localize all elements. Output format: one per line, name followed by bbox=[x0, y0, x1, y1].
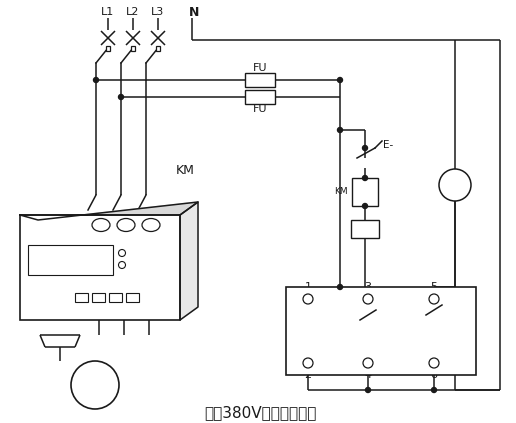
Circle shape bbox=[429, 358, 439, 368]
Text: KM: KM bbox=[334, 187, 348, 197]
Text: L1: L1 bbox=[101, 7, 115, 17]
Circle shape bbox=[337, 77, 343, 82]
Circle shape bbox=[429, 294, 439, 304]
Text: 2: 2 bbox=[304, 370, 312, 380]
Ellipse shape bbox=[92, 219, 110, 231]
Bar bbox=[28, 245, 113, 275]
Bar bbox=[20, 215, 180, 320]
Text: J2: J2 bbox=[450, 316, 460, 326]
Text: L2: L2 bbox=[126, 7, 140, 17]
Circle shape bbox=[439, 169, 471, 201]
Circle shape bbox=[71, 361, 119, 409]
Text: FU: FU bbox=[253, 63, 267, 73]
Text: 电动机智能监控器: 电动机智能监控器 bbox=[53, 233, 87, 240]
Text: 100: 100 bbox=[63, 254, 92, 268]
Bar bbox=[245, 90, 275, 104]
Circle shape bbox=[337, 127, 343, 132]
Text: KM: KM bbox=[357, 224, 374, 234]
Circle shape bbox=[119, 250, 125, 256]
Text: 5: 5 bbox=[430, 282, 438, 292]
Bar bbox=[245, 73, 275, 87]
Text: 3~: 3~ bbox=[87, 389, 103, 399]
Bar bbox=[106, 46, 110, 51]
Bar bbox=[352, 178, 378, 206]
Circle shape bbox=[363, 146, 367, 151]
Text: N: N bbox=[189, 5, 199, 19]
Circle shape bbox=[303, 358, 313, 368]
Text: L3: L3 bbox=[151, 7, 165, 17]
Text: 1: 1 bbox=[304, 282, 312, 292]
Circle shape bbox=[303, 294, 313, 304]
Bar bbox=[109, 293, 122, 302]
Ellipse shape bbox=[142, 219, 160, 231]
Text: KM: KM bbox=[175, 164, 195, 176]
Circle shape bbox=[363, 294, 373, 304]
Text: 配（380V）一般接线图: 配（380V）一般接线图 bbox=[204, 406, 316, 420]
Circle shape bbox=[431, 387, 437, 393]
Circle shape bbox=[363, 358, 373, 368]
Circle shape bbox=[93, 77, 99, 82]
Circle shape bbox=[337, 285, 343, 289]
Circle shape bbox=[365, 387, 370, 393]
Bar bbox=[126, 293, 139, 302]
Bar bbox=[156, 46, 160, 51]
Text: 6: 6 bbox=[430, 370, 438, 380]
Text: FU: FU bbox=[253, 104, 267, 114]
Text: 4: 4 bbox=[364, 370, 372, 380]
Bar bbox=[75, 293, 88, 302]
Text: E-: E- bbox=[383, 140, 393, 150]
Text: E-: E- bbox=[360, 181, 370, 191]
Polygon shape bbox=[180, 202, 198, 320]
Circle shape bbox=[119, 261, 125, 269]
Bar bbox=[131, 46, 135, 51]
Bar bbox=[92, 293, 105, 302]
Circle shape bbox=[363, 176, 367, 181]
Text: 3: 3 bbox=[364, 282, 372, 292]
Text: J1: J1 bbox=[384, 321, 394, 331]
Bar bbox=[286, 287, 476, 375]
Ellipse shape bbox=[117, 219, 135, 231]
Text: ⊓: ⊓ bbox=[43, 255, 53, 267]
Polygon shape bbox=[20, 202, 198, 220]
Circle shape bbox=[119, 94, 123, 99]
Bar bbox=[351, 220, 379, 238]
Text: M: M bbox=[87, 372, 103, 390]
Text: Z（10-100A）: Z（10-100A） bbox=[47, 278, 103, 288]
Circle shape bbox=[363, 203, 367, 209]
